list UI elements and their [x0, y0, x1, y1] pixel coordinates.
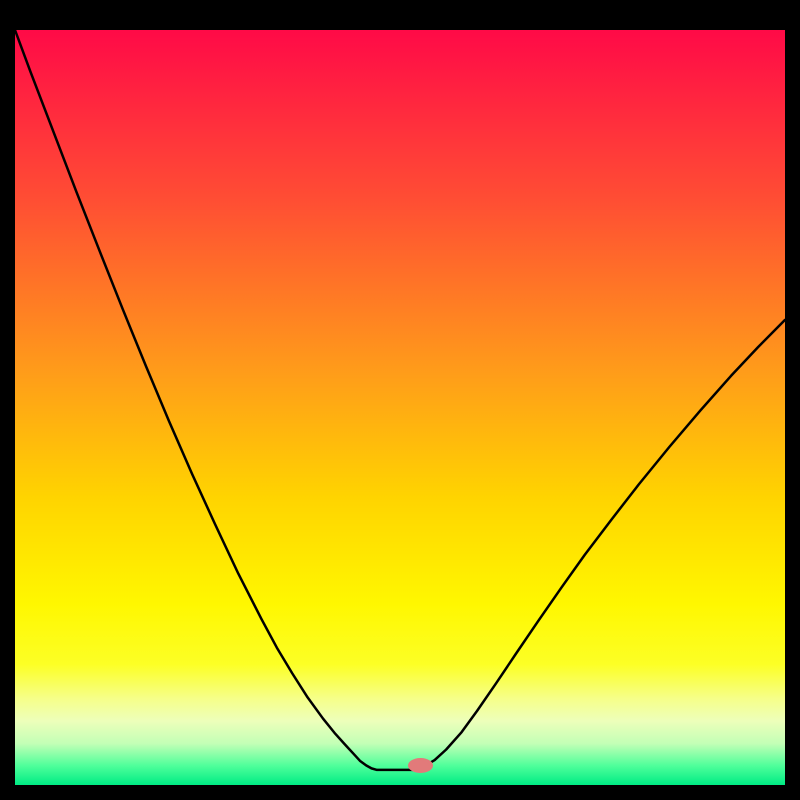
optimum-marker [408, 758, 433, 773]
frame-top [0, 0, 800, 30]
frame-right [785, 0, 800, 800]
frame-left [0, 0, 15, 800]
plot-area [15, 30, 785, 785]
frame-bottom [0, 785, 800, 800]
bottleneck-curve [15, 30, 785, 785]
